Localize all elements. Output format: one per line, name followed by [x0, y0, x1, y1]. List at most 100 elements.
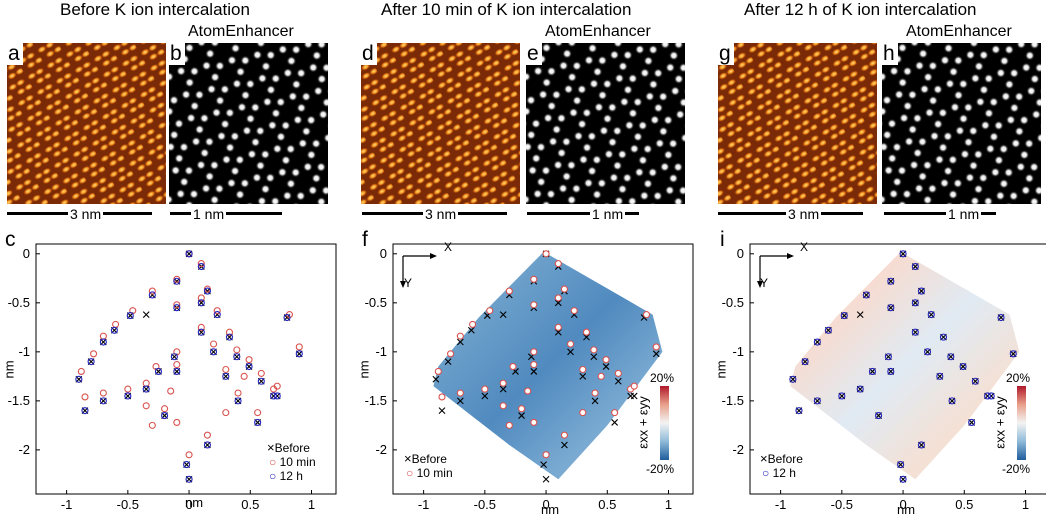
atomenhancer-label-h: AtomEnhancer: [906, 23, 1012, 40]
point-12h: [87, 358, 95, 366]
legend-before: Before: [274, 441, 310, 455]
point-10min: [167, 387, 175, 395]
x-tick-label: 0: [899, 497, 906, 512]
point-before: [542, 475, 550, 483]
point-12h: [795, 407, 803, 415]
point-12h: [911, 262, 919, 271]
scale-bar-h: [884, 212, 996, 215]
point-12h: [257, 377, 265, 385]
point-12h: [899, 250, 907, 258]
point-10min: [173, 275, 181, 283]
point-12h: [245, 362, 253, 371]
point-before: [561, 441, 568, 449]
colorbar-f: [660, 386, 669, 460]
scale-bar-label-g: 3 nm: [786, 206, 822, 222]
x-tick-label: -0.5: [117, 497, 139, 512]
legend-marker-12h: ○: [269, 469, 277, 483]
point-12h: [225, 333, 234, 341]
point-10min: [295, 343, 303, 351]
point-10min: [99, 389, 107, 397]
point-12h: [295, 350, 303, 358]
legend-c: ×Before ○ 10 min ○ 12 h: [267, 440, 316, 484]
y-tick-label: -1: [375, 344, 387, 359]
point-12h: [173, 367, 181, 376]
scale-bar-label-b: 1 nm: [191, 206, 227, 222]
point-12h: [884, 353, 892, 361]
point-10min: [614, 369, 622, 377]
x-tick-label: 0.5: [955, 497, 973, 512]
point-10min: [142, 402, 150, 410]
panel-label-i: i: [720, 228, 725, 251]
y-tick-label: 0: [380, 246, 387, 261]
colorbar-f-min: -20%: [646, 462, 675, 476]
stm-image-before: [7, 43, 166, 204]
point-12h: [124, 392, 132, 400]
point-12h: [936, 372, 944, 380]
point-10min: [203, 431, 211, 439]
point-12h: [210, 348, 218, 356]
y-tick-label: -1.5: [8, 393, 30, 408]
point-12h: [838, 392, 846, 400]
x-tick-label: 0: [542, 497, 549, 512]
point-12h: [233, 353, 241, 361]
point-10min: [530, 418, 538, 426]
point-12h: [185, 475, 193, 483]
point-12h: [897, 461, 905, 469]
point-12h: [197, 262, 205, 271]
point-before: [456, 338, 464, 346]
point-12h: [887, 277, 895, 285]
axis-x-label-i: X: [800, 240, 809, 254]
point-12h: [185, 250, 193, 258]
heading-12h: After 12 h of K ion intercalation: [744, 0, 977, 19]
point-12h: [911, 328, 919, 336]
point-10min: [524, 387, 532, 395]
point-10min: [240, 372, 248, 380]
point-12h: [197, 299, 205, 307]
point-10min: [530, 361, 538, 369]
plot-frame: [392, 243, 694, 495]
x-tick-label: -1: [418, 497, 430, 512]
point-10min: [560, 285, 568, 293]
point-before: [856, 311, 864, 318]
point-10min: [90, 350, 98, 358]
legend-i: ×Before ○ 12 h: [760, 451, 803, 481]
panel-label-d: d: [361, 43, 377, 65]
y-tick-label: -0.5: [365, 295, 387, 310]
panel-label-a: a: [7, 43, 23, 65]
point-before: [142, 311, 150, 318]
panel-label-f: f: [362, 228, 368, 251]
point-before: [499, 385, 507, 393]
point-12h: [862, 291, 870, 299]
strain-map-area: [790, 251, 1020, 480]
point-10min: [530, 348, 538, 356]
point-12h: [154, 367, 162, 376]
legend-marker-before: ×: [267, 440, 275, 455]
legend-f-before: Before: [411, 452, 447, 466]
y-arrow-head: [757, 281, 763, 288]
point-10min: [554, 260, 562, 268]
point-12h: [887, 367, 895, 376]
point-12h: [173, 304, 181, 312]
scale-bar-e: [527, 212, 639, 215]
y-tick-label: -1.5: [365, 393, 387, 408]
point-before: [530, 368, 538, 375]
point-10min: [456, 332, 464, 340]
enhanced-image-12h: [882, 43, 1041, 204]
point-12h: [254, 418, 262, 426]
y-tick-label: -0.5: [8, 295, 30, 310]
point-10min: [185, 451, 193, 459]
y-tick-label: -1: [732, 344, 744, 359]
point-before: [432, 375, 440, 383]
panel-label-h: h: [882, 43, 898, 65]
legend-f-10min: 10 min: [416, 466, 453, 480]
enhanced-image-10min: [526, 43, 685, 204]
point-10min: [434, 367, 442, 376]
scatter-plot-c: -1 -0.5 0 0.5 1 0 -0.5 -1 -1.5 -2: [8, 243, 337, 512]
strain-map-i: -1 -0.5 0 0.5 1 0 -0.5 -1 -1.5 -2: [722, 243, 1046, 512]
point-12h: [824, 326, 832, 334]
point-10min: [469, 320, 477, 328]
x-tick-label: -1: [61, 497, 73, 512]
point-10min: [197, 260, 205, 268]
y-tick-label: -1: [18, 344, 30, 359]
legend-marker-10min: ○: [269, 455, 277, 469]
